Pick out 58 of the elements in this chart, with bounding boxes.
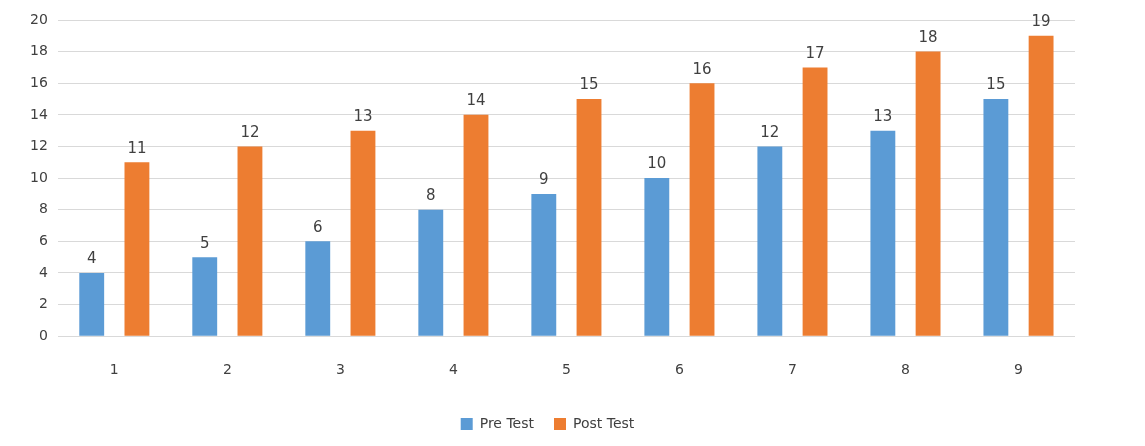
bar	[305, 241, 331, 336]
bar	[124, 162, 150, 336]
data-label: 19	[1031, 12, 1051, 31]
x-tick-label: 8	[901, 361, 910, 378]
bar	[531, 193, 557, 336]
x-tick-label: 6	[674, 361, 684, 378]
bar	[418, 209, 444, 336]
data-label: 5	[199, 233, 210, 252]
data-label: 13	[353, 107, 373, 126]
y-tick-label: 6	[38, 231, 48, 248]
data-label: 6	[312, 217, 323, 236]
y-tick-label: 10	[29, 168, 48, 185]
bar	[983, 99, 1009, 336]
data-label: 15	[986, 75, 1006, 94]
y-tick-label: 2	[38, 295, 48, 312]
data-label: 17	[805, 43, 825, 62]
bar	[915, 51, 941, 336]
data-label: 10	[647, 154, 667, 173]
bar	[802, 67, 828, 336]
y-tick-label: 16	[29, 73, 48, 90]
y-tick-label: 0	[38, 326, 48, 343]
bar	[689, 83, 715, 336]
legend-label: Post Test	[572, 414, 635, 431]
bar	[463, 114, 489, 336]
x-tick-label: 2	[222, 361, 232, 378]
legend-label: Pre Test	[479, 414, 535, 431]
bar	[576, 99, 602, 336]
y-tick-label: 8	[38, 200, 48, 217]
data-label: 11	[127, 138, 147, 157]
x-tick-label: 4	[448, 361, 458, 378]
data-label: 9	[539, 170, 549, 189]
x-tick-label: 1	[109, 361, 119, 378]
y-tick-label: 18	[29, 42, 48, 59]
bar	[192, 257, 218, 336]
x-tick-label: 7	[787, 361, 797, 378]
data-label: 14	[466, 91, 486, 110]
x-tick-label: 9	[1014, 361, 1023, 378]
y-tick-label: 14	[29, 105, 48, 122]
data-label: 12	[760, 122, 780, 141]
y-tick-label: 4	[38, 263, 48, 280]
bar	[870, 130, 896, 336]
data-label: 15	[579, 75, 599, 94]
bar	[644, 178, 670, 336]
bar	[237, 146, 263, 336]
data-label: 4	[86, 249, 97, 268]
bar	[757, 146, 783, 336]
data-label: 12	[240, 122, 260, 141]
bar	[79, 272, 105, 336]
x-tick-label: 3	[335, 361, 345, 378]
data-label: 13	[873, 107, 893, 126]
bar	[350, 130, 376, 336]
data-label: 18	[918, 28, 938, 47]
data-label: 8	[426, 186, 436, 205]
x-tick-label: 5	[561, 361, 571, 378]
y-tick-label: 20	[29, 10, 48, 27]
bar	[1028, 35, 1054, 336]
y-tick-label: 12	[29, 137, 48, 154]
data-label: 16	[692, 59, 712, 78]
